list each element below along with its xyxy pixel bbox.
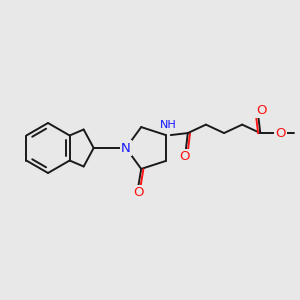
Text: N: N (121, 142, 131, 154)
Text: O: O (179, 150, 190, 163)
Text: O: O (256, 103, 267, 117)
Text: NH: NH (159, 120, 176, 130)
Text: O: O (275, 127, 286, 140)
Text: O: O (133, 186, 143, 200)
